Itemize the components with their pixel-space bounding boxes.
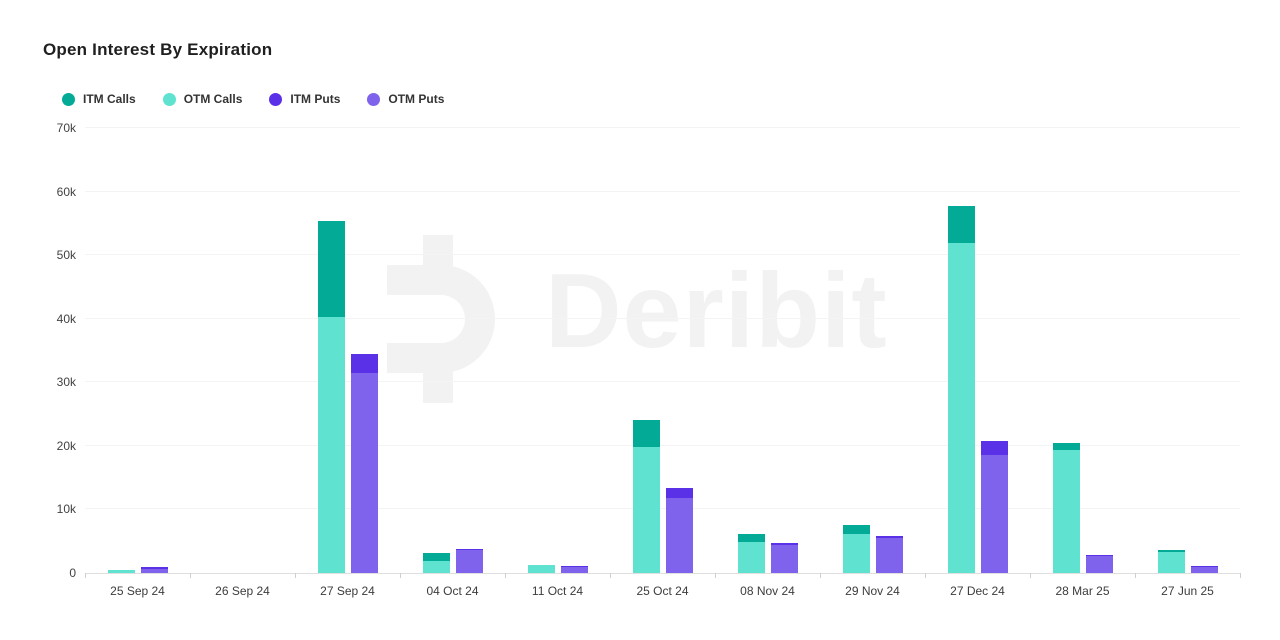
x-axis-tick [1240,573,1241,578]
bar-segment-itm-puts[interactable] [980,441,1008,455]
legend-dot-icon [62,92,75,106]
x-axis-tick [820,573,821,578]
x-axis-tick [190,573,191,578]
y-gridline [85,381,1240,383]
plot-area: 0 10k 20k 30k 40k 50k 60k 70k 25 Sep 24 26 Sep 24… [57,121,1241,598]
y-gridline [85,254,1240,256]
bar-segment-otm-puts[interactable] [665,498,693,573]
legend-label: ITM Calls [83,92,136,106]
bar-segment-otm-puts[interactable] [1085,555,1113,573]
bar-segment-otm-puts[interactable] [770,545,798,573]
x-axis-label: 27 Dec 24 [950,584,1005,598]
bar-segment-otm-calls[interactable] [1052,449,1080,573]
x-axis-tick [1030,573,1031,578]
bar-segment-itm-calls[interactable] [737,533,765,542]
legend-dot-icon [162,92,176,106]
bar-segment-otm-puts[interactable] [560,567,588,573]
bar-segment-itm-puts[interactable] [1085,554,1113,556]
y-axis-label: 0 [69,566,76,580]
page-title: Open Interest By Expiration [43,40,273,59]
bar-segment-otm-calls[interactable] [1157,552,1185,573]
bar-segment-otm-calls[interactable] [632,446,660,573]
x-axis-label: 08 Nov 24 [740,584,795,598]
bar-segment-otm-puts[interactable] [1190,567,1218,573]
y-gridline [85,317,1240,319]
bar-segment-otm-calls[interactable] [947,243,975,573]
x-axis-label: 28 Mar 25 [1055,584,1110,598]
x-axis-tick [505,573,506,578]
y-axis-label: 60k [56,184,76,199]
y-gridline [85,190,1240,192]
legend-label: OTM Calls [183,92,243,106]
legend-item-otm-puts[interactable]: OTM Puts [367,92,444,106]
y-axis-label: 30k [56,375,76,390]
legend: ITM Calls OTM Calls ITM Puts OTM Puts [62,92,444,106]
y-axis-label: 40k [56,311,76,326]
bar-segment-otm-calls[interactable] [842,533,870,573]
x-axis-tick [295,573,296,578]
y-axis-label: 10k [56,502,76,517]
bar-segment-itm-calls[interactable] [632,419,660,447]
bar-segment-itm-puts[interactable] [350,354,378,374]
bar-segment-itm-calls[interactable] [947,205,975,244]
legend-item-itm-puts[interactable]: ITM Puts [269,92,340,106]
x-axis-tick [400,573,401,578]
x-axis-label: 27 Jun 25 [1161,584,1214,598]
y-axis-label: 70k [56,121,76,135]
x-axis-tick [85,573,86,578]
legend-item-itm-calls[interactable]: ITM Calls [62,92,136,106]
bar-segment-itm-puts[interactable] [770,543,798,546]
x-axis-label: 25 Oct 24 [636,584,689,598]
bar-segment-otm-calls[interactable] [527,564,555,573]
x-axis-label: 27 Sep 24 [320,584,375,598]
bar-segment-itm-puts[interactable] [455,548,483,551]
bar-segment-itm-calls[interactable] [1157,550,1185,553]
y-axis-label: 20k [56,438,76,453]
bar-segment-itm-puts[interactable] [665,487,693,498]
bar-segment-itm-calls[interactable] [842,525,870,534]
x-axis-label: 25 Sep 24 [110,584,165,598]
x-axis-label: 11 Oct 24 [531,584,584,598]
bar-segment-itm-puts[interactable] [560,566,588,568]
legend-label: OTM Puts [388,92,445,106]
bar-segment-otm-calls[interactable] [422,560,450,573]
bar-segment-itm-puts[interactable] [140,567,168,570]
bar-segment-otm-calls[interactable] [737,541,765,573]
bar-segment-itm-calls[interactable] [422,552,450,561]
y-gridline [85,127,1240,128]
x-axis-tick [1135,573,1136,578]
legend-label: ITM Puts [290,92,341,106]
bar-segment-otm-puts[interactable] [455,550,483,573]
bar-segment-itm-puts[interactable] [875,536,903,539]
bar-segment-otm-puts[interactable] [140,569,168,573]
x-axis-tick [715,573,716,578]
legend-dot-icon [367,92,381,106]
bar-segment-otm-calls[interactable] [107,569,135,573]
x-axis-tick [925,573,926,578]
x-axis-tick [610,573,611,578]
bar-segment-itm-calls[interactable] [317,220,345,318]
bar-segment-itm-puts[interactable] [1190,566,1218,568]
bar-segment-otm-puts[interactable] [350,373,378,573]
bar-segment-otm-puts[interactable] [980,454,1008,573]
y-gridline [85,444,1240,446]
y-gridline [85,508,1240,510]
bar-segment-otm-calls[interactable] [317,317,345,573]
y-axis-label: 50k [56,248,76,263]
x-axis-label: 29 Nov 24 [845,584,900,598]
bar-segment-itm-calls[interactable] [1052,442,1080,450]
bar-segment-otm-puts[interactable] [875,538,903,573]
x-axis-label: 04 Oct 24 [426,584,479,598]
legend-dot-icon [269,92,283,106]
x-axis-label: 26 Sep 24 [215,584,270,598]
x-axis-line [85,573,1240,574]
legend-item-otm-calls[interactable]: OTM Calls [162,92,243,106]
